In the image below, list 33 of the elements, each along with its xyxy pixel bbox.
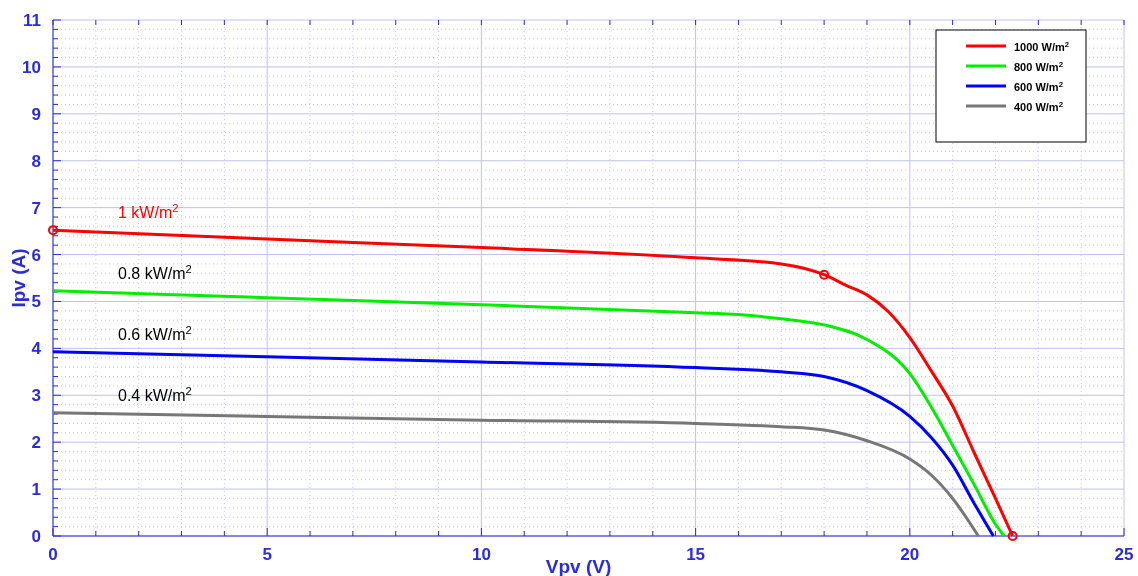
point xyxy=(819,269,830,280)
x-tick-label: 20 xyxy=(900,545,920,564)
y-tick-label: 1 xyxy=(31,480,41,500)
y-tick-label: 4 xyxy=(31,339,42,359)
y-tick-label: 0 xyxy=(31,527,41,546)
legend-label: 400 W/m$^{2}$ xyxy=(1014,99,1063,113)
line-series xyxy=(51,350,995,538)
y-tick-label: 5 xyxy=(31,292,41,312)
y-tick-label: 10 xyxy=(22,57,41,77)
annotation: 0.8 kW/m$^{2}$ xyxy=(118,262,192,282)
annotation: 1 kW/m$^{2}$ xyxy=(118,202,179,222)
annotation: 0.6 kW/m$^{2}$ xyxy=(118,323,192,343)
y-axis-title: Ipv (A) xyxy=(8,248,29,308)
legend-label: 600 W/m$^{2}$ xyxy=(1014,79,1063,93)
line-series xyxy=(51,411,980,538)
x-tick-label: 10 xyxy=(471,545,491,564)
point xyxy=(1007,531,1018,541)
y-tick-label: 11 xyxy=(23,11,41,30)
y-tick-label: 3 xyxy=(31,386,41,406)
line-series xyxy=(51,289,1006,538)
y-tick-label: 7 xyxy=(31,198,41,218)
x-tick-label: 0 xyxy=(48,545,58,564)
x-tick-label: 25 xyxy=(1114,545,1134,564)
x-tick-label: 15 xyxy=(686,545,706,564)
annotation: 0.4 kW/m$^{2}$ xyxy=(118,384,192,404)
legend-label: 1000 W/m$^{2}$ xyxy=(1014,39,1070,53)
y-tick-label: 6 xyxy=(31,245,41,265)
y-tick-label: 8 xyxy=(31,151,41,171)
point xyxy=(48,225,58,236)
y-tick-label: 2 xyxy=(31,433,41,453)
x-tick-label: 5 xyxy=(262,545,272,564)
y-tick-label: 9 xyxy=(31,104,41,124)
legend-label: 800 W/m$^{2}$ xyxy=(1014,59,1063,73)
